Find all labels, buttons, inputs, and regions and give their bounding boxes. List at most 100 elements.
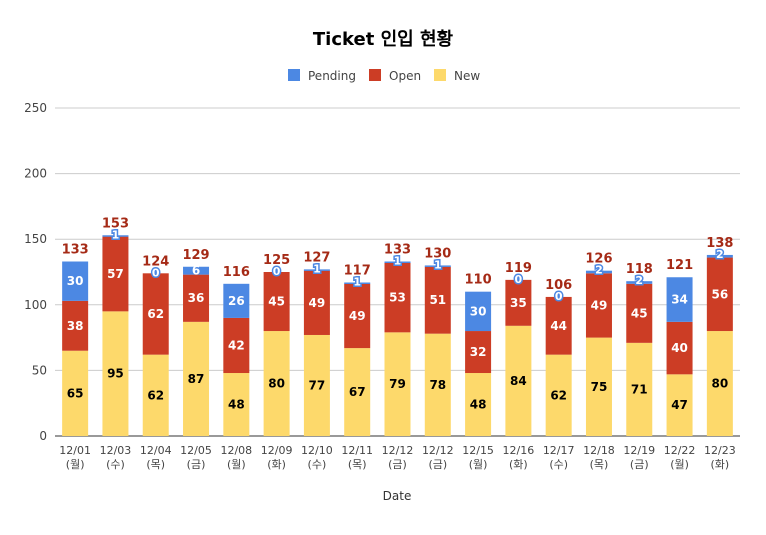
x-tick-label-day: (금): [187, 458, 206, 471]
data-label-pending: 2: [635, 274, 643, 287]
data-label-new: 47: [671, 398, 688, 412]
y-tick-label: 0: [39, 429, 47, 443]
bar-stack: 48 42 26 116: [223, 265, 250, 436]
data-label-open: 44: [550, 319, 567, 333]
legend-label: Open: [389, 69, 421, 83]
data-label-new: 79: [389, 377, 406, 391]
x-tick-label-date: 12/15: [462, 444, 494, 457]
bar-segment-open: [183, 274, 210, 322]
bar-segment-new: [706, 331, 733, 436]
data-label-new: 62: [550, 388, 567, 402]
bar-segment-pending: [183, 266, 210, 275]
total-label: 126: [585, 252, 612, 267]
total-label: 117: [344, 263, 371, 278]
data-label-new: 95: [107, 367, 124, 381]
x-tick-label-day: (화): [711, 458, 730, 471]
legend-item: Open: [369, 69, 421, 83]
x-tick-label-date: 12/17: [543, 444, 575, 457]
bar-segment-new: [263, 331, 290, 436]
data-label-pending: 1: [434, 258, 442, 271]
bar-segment-pending: [223, 283, 250, 318]
total-label: 119: [505, 261, 532, 276]
data-label-new: 77: [309, 378, 326, 392]
bar-segment-new: [505, 325, 532, 436]
bar-segment-pending: [102, 235, 129, 237]
bar-segment-pending: [344, 282, 371, 284]
chart-title: Ticket 인입 현황: [313, 28, 454, 50]
bar-segment-open: [62, 300, 89, 351]
y-tick-label: 100: [24, 298, 47, 312]
data-label-pending: 1: [394, 255, 402, 268]
data-label-pending: 1: [112, 228, 120, 241]
data-label-pending: 0: [152, 266, 160, 279]
bar-stack: 65 38 30 133: [62, 243, 89, 436]
data-label-open: 49: [591, 298, 608, 312]
total-label: 133: [384, 243, 411, 258]
legend-swatch: [369, 69, 381, 81]
bar-segment-open: [666, 321, 693, 375]
data-label-open: 35: [510, 296, 527, 310]
x-tick-label-day: (금): [428, 458, 447, 471]
data-label-open: 42: [228, 338, 245, 352]
data-label-pending: 2: [716, 248, 724, 261]
x-tick-label-date: 12/09: [261, 444, 293, 457]
bar-segment-open: [263, 272, 290, 332]
data-label-open: 56: [712, 287, 729, 301]
bar-segment-new: [303, 334, 330, 436]
total-label: 110: [465, 273, 492, 288]
data-label-pending: 6: [192, 264, 200, 278]
total-label: 127: [303, 250, 330, 265]
x-tick-label-date: 12/05: [180, 444, 212, 457]
x-tick-label-day: (화): [267, 458, 286, 471]
bar-segment-new: [465, 373, 492, 436]
bar-segment-open: [223, 317, 250, 374]
x-tick-label-date: 12/11: [341, 444, 373, 457]
y-tick-label: 50: [32, 363, 47, 377]
legend-item: New: [434, 69, 480, 83]
total-label: 129: [182, 248, 209, 263]
data-label-pending: 1: [353, 275, 361, 288]
bar-segment-pending: [424, 265, 451, 267]
x-tick-label-date: 12/12: [422, 444, 454, 457]
data-label-open: 62: [147, 307, 164, 321]
bar-segment-new: [223, 373, 250, 436]
data-label-pending: 0: [273, 265, 281, 278]
bar-segment-pending: [465, 291, 492, 332]
x-tick-label-day: (수): [308, 458, 327, 471]
data-label-open: 38: [67, 319, 84, 333]
bar-segment-open: [505, 279, 532, 326]
bar-segment-new: [666, 374, 693, 436]
x-axis-label: Date: [383, 489, 412, 503]
bar-segment-open: [585, 273, 612, 338]
data-label-pending: 30: [470, 304, 487, 318]
x-tick-label-day: (월): [66, 458, 85, 471]
bar-segment-new: [62, 350, 89, 436]
bar-segment-new: [424, 333, 451, 436]
bar-segment-new: [142, 354, 169, 436]
bar-segment-pending: [62, 261, 89, 301]
bar-segment-open: [384, 262, 411, 333]
bar-segment-open: [102, 236, 129, 312]
data-label-open: 36: [188, 291, 205, 305]
bar-segment-new: [545, 354, 572, 436]
x-tick-label-day: (금): [630, 458, 649, 471]
y-tick-label: 150: [24, 232, 47, 246]
x-tick-label-day: (목): [146, 458, 165, 471]
data-label-new: 75: [591, 380, 608, 394]
total-label: 106: [545, 278, 572, 293]
total-label: 130: [424, 246, 451, 261]
data-label-open: 53: [389, 291, 406, 305]
bar-segment-new: [626, 342, 653, 436]
data-label-open: 45: [268, 295, 285, 309]
x-tick-label-date: 12/10: [301, 444, 333, 457]
